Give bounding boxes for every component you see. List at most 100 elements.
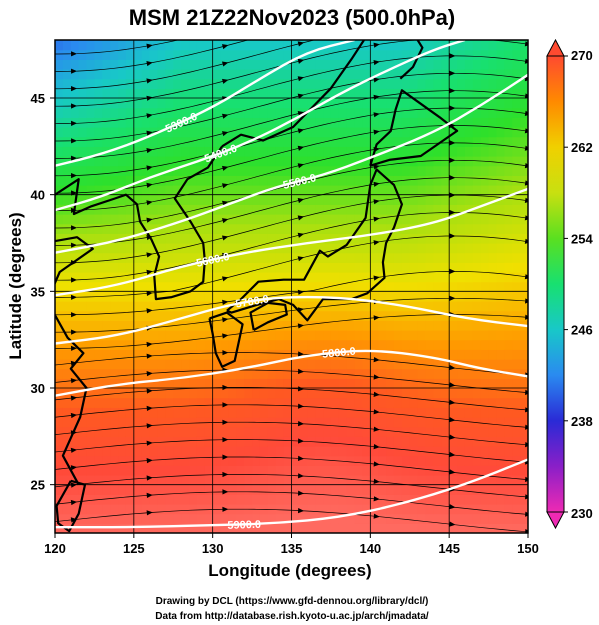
temperature-cell [299, 146, 308, 157]
temperature-cell [212, 291, 222, 302]
temperature-cell [283, 475, 293, 486]
streamline [55, 387, 528, 411]
temperature-cell [275, 446, 285, 457]
temperature-cell [315, 320, 324, 331]
temperature-cell [283, 281, 293, 292]
temperature-cell [118, 484, 127, 495]
temperature-cell [488, 330, 498, 341]
temperature-cell [504, 194, 513, 205]
temperature-cell [464, 98, 474, 109]
temperature-cell [259, 98, 269, 109]
temperature-cell [252, 40, 261, 51]
temperature-cell [189, 40, 198, 51]
temperature-cell [362, 523, 371, 533]
temperature-cell [323, 484, 332, 495]
temperature-cell [157, 426, 166, 437]
temperature-cell [307, 127, 316, 138]
temperature-cell [464, 291, 474, 302]
temperature-cell [315, 223, 324, 234]
temperature-cell [236, 368, 245, 379]
temperature-cell [425, 523, 434, 533]
temperature-cell [70, 88, 80, 99]
temperature-cell [252, 69, 261, 80]
temperature-cell [386, 388, 395, 399]
temperature-cell [362, 252, 371, 263]
temperature-cell [346, 484, 356, 495]
temperature-cell [409, 301, 419, 312]
temperature-cell [370, 204, 379, 215]
temperature-cell [283, 426, 293, 437]
temperature-cell [330, 504, 340, 515]
temperature-cell [196, 397, 206, 408]
temperature-cell [110, 368, 119, 379]
temperature-cell [488, 49, 498, 60]
temperature-cell [449, 194, 458, 205]
temperature-cell [330, 446, 340, 457]
temperature-cell [401, 281, 411, 292]
temperature-cell [338, 272, 348, 283]
temperature-cell [212, 262, 222, 273]
temperature-cell [283, 397, 293, 408]
temperature-cell [118, 504, 127, 515]
temperature-cell [417, 330, 427, 341]
temperature-cell [520, 204, 528, 215]
temperature-cell [283, 339, 293, 350]
temperature-cell [464, 484, 474, 495]
temperature-cell [299, 69, 308, 80]
temperature-cell [401, 214, 411, 225]
temperature-cell [204, 165, 214, 176]
temperature-cell [228, 40, 237, 51]
temperature-cell [362, 194, 371, 205]
temperature-cell [149, 175, 159, 186]
temperature-cell [307, 272, 316, 283]
temperature-cell [173, 243, 182, 254]
temperature-cell [472, 484, 482, 495]
streamline-arrowhead [222, 165, 229, 171]
temperature-cell [212, 513, 222, 524]
temperature-cell [125, 185, 135, 196]
temperature-cell [425, 165, 434, 176]
temperature-cell [275, 214, 285, 225]
temperature-cell [386, 194, 395, 205]
temperature-cell [283, 185, 293, 196]
temperature-cell [496, 378, 505, 389]
temperature-cell [464, 465, 474, 476]
temperature-cell [133, 446, 143, 457]
temperature-cell [55, 504, 64, 515]
streamline-arrowhead [146, 371, 153, 377]
temperature-cell [512, 233, 521, 244]
temperature-cell [480, 330, 490, 341]
temperature-cell [441, 388, 450, 399]
temperature-cell [165, 359, 174, 370]
streamline-arrowhead [449, 88, 456, 94]
temperature-cell [464, 407, 474, 418]
temperature-cell [362, 136, 371, 147]
temperature-cell [220, 262, 230, 273]
temperature-cell [457, 165, 466, 176]
temperature-cell [267, 301, 277, 312]
temperature-cell [425, 359, 434, 370]
temperature-cell [78, 504, 88, 515]
contour-label: 5900.0 [227, 519, 261, 532]
temperature-cell [141, 465, 151, 476]
temperature-cell [62, 146, 72, 157]
temperature-cell [267, 494, 277, 505]
temperature-cell [252, 513, 261, 524]
temperature-cell [189, 330, 198, 341]
temperature-cell [346, 262, 356, 273]
temperature-cell [110, 513, 119, 524]
streamline-arrowhead [449, 105, 456, 111]
temperature-cell [433, 78, 442, 89]
temperature-cell [299, 223, 308, 234]
temperature-cell [323, 40, 332, 51]
temperature-cell [141, 484, 151, 495]
temperature-cell [102, 465, 111, 476]
temperature-cell [78, 320, 88, 331]
temperature-cell [165, 175, 174, 186]
temperature-cell [141, 301, 151, 312]
temperature-cell [338, 475, 348, 486]
temperature-cell [393, 465, 403, 476]
temperature-cell [323, 504, 332, 515]
temperature-cell [173, 175, 182, 186]
temperature-cell [425, 281, 434, 292]
